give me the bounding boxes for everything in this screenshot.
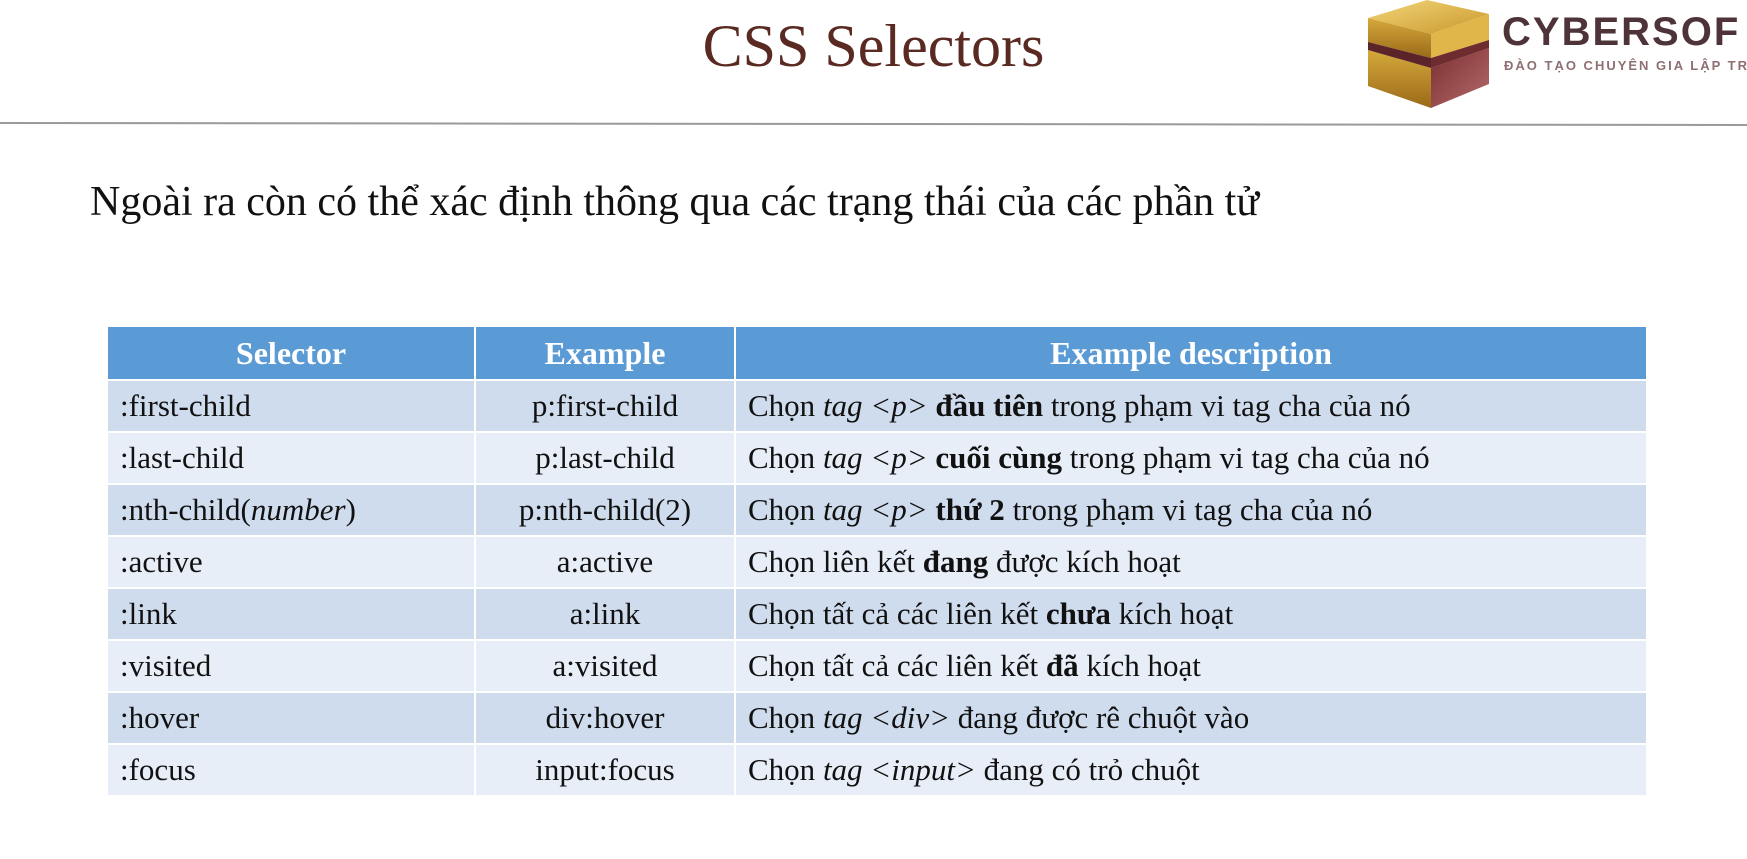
cell-description: Chọn tag <p> thứ 2 trong phạm vi tag cha… — [734, 483, 1648, 537]
table-header-row: Selector Example Example description — [106, 325, 1648, 381]
cell-text-segment: tag <div> — [822, 700, 951, 735]
table-row: :last-child p:last-child Chọn tag <p> cuối… — [106, 431, 1648, 485]
cell-text-segment: kích hoạt — [1078, 648, 1201, 683]
cell-selector: :last-child — [106, 431, 476, 485]
cell-text-segment: đang được rê chuột vào — [950, 700, 1250, 735]
table-row: :hover div:hover Chọn tag <div> đang được … — [106, 691, 1648, 745]
cell-example: a:link — [474, 587, 736, 641]
cell-example: p:first-child — [474, 379, 736, 433]
cell-selector: :focus — [106, 743, 476, 797]
slide-subtitle: Ngoài ra còn có thể xác định thông qua c… — [90, 179, 1260, 225]
cell-selector: :nth-child(number) — [106, 483, 476, 537]
selectors-table: Selector Example Example description :fi… — [106, 325, 1648, 797]
table-row: :nth-child(number) p:nth-child(2) Chọn tag… — [106, 483, 1648, 537]
table-row: :visited a:visited Chọn tất cả các liên kế… — [106, 639, 1648, 693]
cell-text-segment: Chọn liên kết — [748, 544, 923, 579]
header-example: Example — [474, 325, 736, 381]
cell-example: a:active — [474, 535, 736, 589]
table-row: :focus input:focus Chọn tag <input> đang c… — [106, 743, 1648, 797]
cell-text-segment: tag <p> — [822, 388, 928, 423]
cell-text-segment: Chọn — [748, 440, 823, 475]
cell-text-segment: trong phạm vi tag cha của nó — [1062, 440, 1430, 475]
cell-selector: :link — [106, 587, 476, 641]
cell-text-segment: ) — [345, 492, 356, 527]
cell-text-segment: :nth-child( — [120, 492, 251, 527]
cell-text-segment: :active — [120, 544, 203, 579]
cell-text-segment: :link — [120, 596, 177, 631]
cell-text-segment: đang — [922, 544, 989, 579]
cell-text-segment: number — [250, 492, 346, 527]
cell-selector: :first-child — [106, 379, 476, 433]
cell-text-segment: tag <p> — [822, 440, 928, 475]
cell-text-segment: cuối cùng — [935, 440, 1062, 475]
slide-title: CSS Selectors — [702, 13, 1045, 79]
cell-description: Chọn tag <p> cuối cùng trong phạm vi tag… — [734, 431, 1648, 485]
title-divider — [0, 122, 1747, 126]
cell-selector: :active — [106, 535, 476, 589]
cell-text-segment: :visited — [120, 648, 212, 683]
cell-text-segment: trong phạm vi tag cha của nó — [1004, 492, 1373, 527]
cell-example: p:nth-child(2) — [474, 483, 736, 537]
table-body: :first-child p:first-child Chọn tag <p> đầ… — [106, 379, 1648, 797]
cell-selector: :hover — [106, 691, 476, 745]
header-description: Example description — [734, 325, 1648, 381]
cell-example: a:visited — [474, 639, 736, 693]
cell-example: p:last-child — [474, 431, 736, 485]
cell-description: Chọn tất cả các liên kết chưa kích hoạt — [734, 587, 1648, 641]
cell-description: Chọn tag <input> đang có trỏ chuột — [734, 743, 1648, 797]
cell-text-segment: Chọn — [748, 388, 823, 423]
table-row: :active a:active Chọn liên kết đang được k… — [106, 535, 1648, 589]
cell-description: Chọn tất cả các liên kết đã kích hoạt — [734, 639, 1648, 693]
cell-text-segment: kích hoạt — [1110, 596, 1234, 631]
cell-text-segment: :focus — [120, 752, 196, 787]
cell-text-segment: Chọn — [748, 492, 823, 527]
cell-text-segment: đang có trỏ chuột — [975, 752, 1200, 787]
cell-text-segment: Chọn — [748, 752, 823, 787]
cell-text-segment: đã — [1045, 648, 1079, 683]
cybersoft-logo: CYBERSOF ĐÀO TẠO CHUYÊN GIA LẬP TRÌ — [1365, 0, 1747, 112]
logo-brand-text: CYBERSOF — [1502, 10, 1741, 54]
cell-text-segment: đầu tiên — [935, 388, 1044, 423]
cell-text-segment: chưa — [1045, 596, 1111, 631]
cell-text-segment: thứ 2 — [935, 492, 1005, 527]
table-row: :first-child p:first-child Chọn tag <p> đầ… — [106, 379, 1648, 433]
cell-description: Chọn tag <p> đầu tiên trong phạm vi tag … — [734, 379, 1648, 433]
cell-description: Chọn tag <div> đang được rê chuột vào — [734, 691, 1648, 745]
cell-example: input:focus — [474, 743, 736, 797]
cell-text-segment: trong phạm vi tag cha của nó — [1043, 388, 1411, 423]
cell-text-segment: tag <input> — [822, 752, 976, 787]
cell-example: div:hover — [474, 691, 736, 745]
cell-description: Chọn liên kết đang được kích hoạt — [734, 535, 1648, 589]
gold-cube-logo-icon — [1368, 0, 1489, 108]
cell-text-segment: được kích hoạt — [988, 544, 1181, 579]
cell-text-segment: Chọn tất cả các liên kết — [748, 648, 1046, 683]
cell-text-segment: Chọn tất cả các liên kết — [748, 596, 1046, 631]
cell-text-segment: :first-child — [120, 388, 251, 423]
cell-text-segment: :hover — [120, 700, 200, 735]
cell-text-segment: :last-child — [120, 440, 244, 475]
logo-tagline: ĐÀO TẠO CHUYÊN GIA LẬP TRÌ — [1504, 58, 1747, 73]
header-selector: Selector — [106, 325, 476, 381]
table-row: :link a:link Chọn tất cả các liên kết chưa… — [106, 587, 1648, 641]
cell-selector: :visited — [106, 639, 476, 693]
cell-text-segment: tag <p> — [822, 492, 928, 527]
cell-text-segment: Chọn — [748, 700, 823, 735]
